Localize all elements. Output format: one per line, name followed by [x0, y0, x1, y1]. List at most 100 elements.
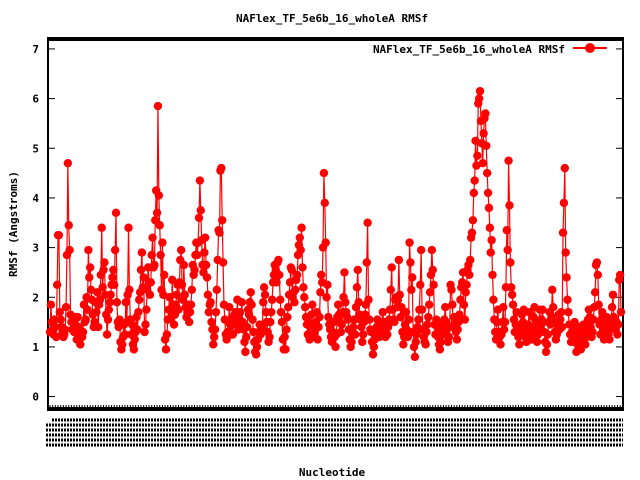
data-point	[120, 330, 130, 339]
data-point	[590, 288, 600, 297]
data-point	[139, 273, 148, 282]
data-point	[179, 260, 189, 270]
data-point	[54, 230, 64, 240]
data-point	[343, 315, 353, 324]
data-point	[482, 168, 492, 178]
data-point	[52, 332, 61, 342]
data-point	[140, 327, 149, 337]
data-point	[298, 263, 307, 272]
data-point	[172, 290, 181, 299]
data-point	[50, 315, 59, 324]
data-point	[63, 158, 73, 168]
data-point	[562, 273, 571, 282]
data-point	[541, 347, 551, 357]
data-point	[369, 342, 379, 352]
data-point	[296, 245, 305, 255]
data-point	[432, 315, 441, 324]
data-point	[386, 285, 396, 295]
data-point	[187, 285, 197, 295]
data-point	[561, 248, 570, 257]
data-point	[319, 168, 329, 178]
data-point	[473, 151, 482, 160]
data-point	[315, 312, 324, 322]
data-point	[469, 188, 478, 198]
data-point	[207, 317, 216, 327]
data-point	[317, 270, 326, 280]
data-point	[404, 315, 413, 324]
data-point	[364, 295, 373, 304]
data-point	[267, 295, 277, 304]
data-point	[560, 163, 569, 173]
data-point	[297, 223, 306, 232]
data-point	[275, 295, 285, 304]
data-point	[314, 322, 323, 332]
data-point	[487, 235, 496, 245]
legend: NAFlex_TF_5e6b_16_wholeA RMSf	[373, 43, 607, 56]
y-tick-label: 2	[32, 291, 39, 304]
data-point	[112, 298, 122, 307]
data-point	[486, 248, 495, 257]
data-point	[102, 330, 112, 339]
data-point	[414, 315, 423, 324]
data-point	[51, 322, 60, 332]
data-point	[353, 265, 362, 275]
data-point	[92, 307, 101, 317]
data-point	[324, 312, 333, 322]
data-point	[453, 325, 462, 334]
data-point	[299, 283, 308, 292]
data-point	[281, 345, 290, 354]
data-point	[502, 226, 511, 235]
data-point	[504, 156, 513, 165]
data-point	[484, 203, 494, 213]
data-point	[416, 245, 426, 255]
data-point	[499, 302, 508, 312]
data-point	[283, 312, 292, 322]
data-point	[61, 302, 71, 312]
data-point	[365, 315, 374, 324]
data-point	[395, 290, 404, 299]
data-point	[435, 345, 445, 354]
data-point	[212, 285, 222, 295]
data-point	[588, 327, 597, 337]
data-point	[300, 293, 309, 302]
data-point	[340, 268, 349, 277]
data-point	[85, 273, 94, 282]
data-point	[507, 290, 517, 299]
data-point	[252, 342, 262, 352]
data-point	[130, 335, 139, 344]
data-point	[201, 260, 211, 270]
data-point	[563, 295, 572, 304]
data-point	[259, 298, 268, 307]
data-point	[331, 342, 340, 352]
data-point	[336, 327, 346, 337]
data-point	[424, 312, 433, 322]
data-point	[241, 347, 250, 357]
data-point	[300, 302, 310, 312]
data-point	[155, 221, 164, 230]
data-point	[378, 307, 387, 317]
data-point	[295, 233, 305, 242]
data-point	[217, 163, 226, 173]
data-point	[399, 340, 408, 349]
data-point	[165, 293, 174, 302]
data-point	[394, 255, 404, 265]
data-point	[185, 307, 195, 317]
data-point	[284, 302, 293, 312]
data-point	[134, 307, 143, 317]
data-point	[507, 283, 516, 292]
data-point	[468, 216, 478, 225]
data-point	[422, 327, 431, 337]
data-point	[396, 312, 405, 322]
data-point	[104, 305, 114, 314]
y-tick-label: 0	[32, 391, 39, 404]
data-point	[441, 302, 450, 312]
data-point	[135, 295, 144, 304]
data-point	[333, 300, 343, 309]
data-point	[190, 265, 199, 275]
data-point	[106, 290, 115, 299]
data-point	[427, 245, 437, 255]
data-point	[251, 350, 261, 359]
data-point	[548, 302, 558, 312]
y-tick-label: 4	[32, 192, 39, 205]
data-point	[349, 322, 358, 332]
